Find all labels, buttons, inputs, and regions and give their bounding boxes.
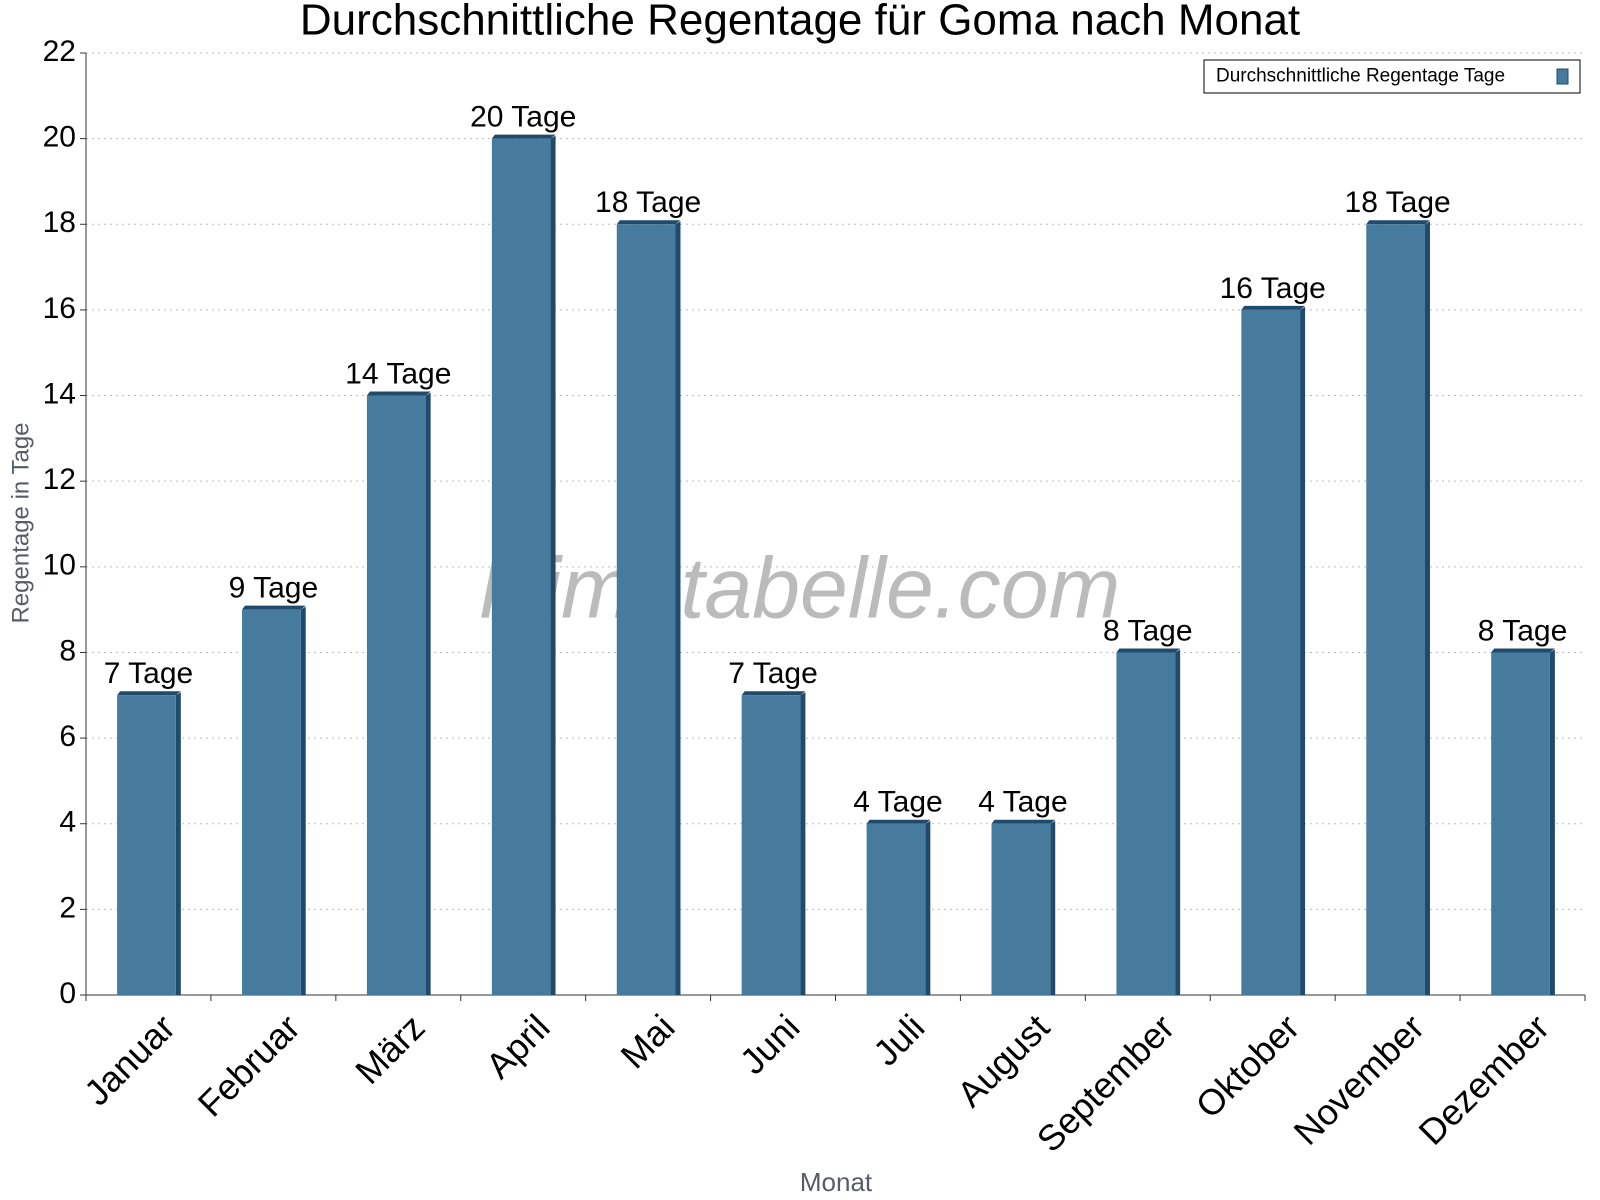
data-label: 8 Tage (1478, 614, 1568, 647)
bar (1116, 652, 1176, 995)
bar-side (675, 221, 681, 996)
y-tick-label: 22 (43, 35, 76, 68)
bar-side (300, 606, 306, 995)
bar-top (491, 134, 556, 139)
data-label: 16 Tage (1220, 272, 1326, 305)
watermark: klimatabelle.com (480, 541, 1120, 637)
y-tick-label: 14 (43, 377, 76, 410)
bar (866, 823, 926, 995)
bar-side (175, 692, 181, 995)
x-tick-label: August (949, 1006, 1057, 1114)
legend-label: Durchschnittliche Regentage Tage (1216, 66, 1505, 87)
data-label: 4 Tage (853, 786, 943, 819)
data-label: 14 Tage (345, 357, 451, 390)
bar (616, 224, 676, 996)
x-tick-label: Juni (732, 1006, 808, 1082)
bar-top (866, 819, 931, 824)
bar (491, 138, 551, 996)
bar (1491, 652, 1550, 995)
x-tick-label: Oktober (1188, 1006, 1308, 1126)
x-tick-label: September (1029, 1006, 1183, 1160)
bar-top (242, 605, 306, 610)
x-tick-label: November (1286, 1006, 1432, 1152)
bar-top (1366, 220, 1430, 225)
x-tick-label: Juli (865, 1006, 932, 1073)
legend-box (1203, 59, 1581, 94)
bar-top (1116, 648, 1181, 653)
bar-side (1549, 649, 1555, 995)
data-label: 8 Tage (1103, 614, 1193, 647)
data-label: 9 Tage (229, 572, 319, 605)
data-label: 18 Tage (595, 186, 701, 219)
y-tick-label: 18 (43, 206, 76, 239)
legend-swatch (1556, 68, 1569, 85)
bar (991, 823, 1051, 995)
data-label: 4 Tage (978, 786, 1068, 819)
bar-side (1050, 820, 1056, 995)
bar-top (991, 819, 1056, 824)
data-label: 7 Tage (104, 657, 194, 690)
data-label: 7 Tage (728, 657, 818, 690)
bar (1366, 224, 1425, 996)
bar-top (1491, 648, 1555, 653)
y-tick-label: 10 (43, 549, 76, 582)
bar (242, 609, 301, 995)
bar-top (741, 691, 806, 696)
chart-title: Durchschnittliche Regentage für Goma nac… (300, 0, 1300, 45)
bar-side (1175, 649, 1181, 995)
bar-top (1241, 305, 1306, 310)
bar-top (616, 220, 681, 225)
y-tick-label: 0 (59, 977, 76, 1010)
x-tick-label: April (478, 1006, 558, 1086)
data-label: 18 Tage (1345, 186, 1451, 219)
x-tick-label: Dezember (1411, 1006, 1557, 1152)
data-label: 20 Tage (470, 101, 576, 134)
x-tick-label: Mai (612, 1006, 682, 1076)
y-tick-label: 16 (43, 292, 76, 325)
y-tick-label: 12 (43, 463, 76, 496)
y-axis-label: Regentage in Tage (7, 422, 34, 623)
bar-top (117, 691, 181, 696)
y-tick-label: 8 (59, 634, 76, 667)
bar-side (1300, 306, 1306, 996)
bar-top (366, 391, 431, 396)
y-tick-label: 4 (59, 806, 76, 839)
x-tick-label: Januar (76, 1006, 183, 1113)
y-tick-label: 20 (43, 121, 76, 154)
bar-side (800, 692, 806, 995)
y-tick-label: 6 (59, 720, 76, 753)
bar-side (425, 392, 431, 996)
x-axis-label: Monat (800, 1167, 873, 1197)
bar (117, 695, 176, 995)
bar (1241, 309, 1301, 996)
y-tick-label: 2 (59, 891, 76, 924)
x-tick-label: Februar (190, 1006, 308, 1124)
bar-side (1424, 221, 1430, 996)
bar-side (925, 820, 931, 995)
bar-side (550, 135, 556, 996)
bar (366, 395, 426, 996)
x-tick-label: März (347, 1006, 433, 1092)
bar (741, 695, 801, 995)
